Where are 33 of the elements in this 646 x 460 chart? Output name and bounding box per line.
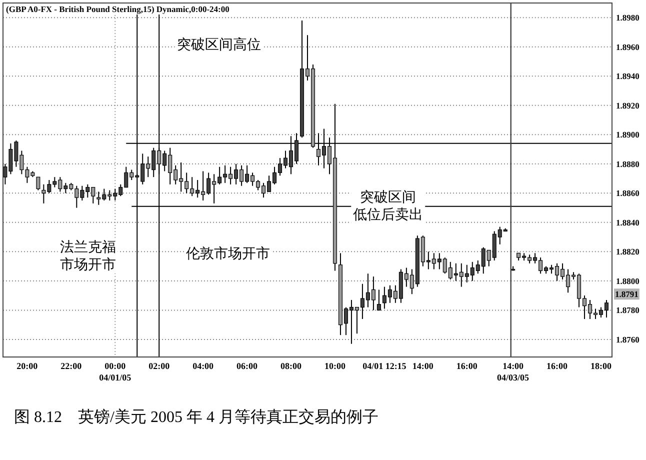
x-tick-label: 18:00 <box>590 361 612 371</box>
x-tick-label: 06:00 <box>236 361 258 371</box>
annotation: 法兰克福市场开市 <box>60 238 116 272</box>
x-tick-label: 14:00 04/03/05 <box>497 361 530 382</box>
x-tick-label: 10:00 <box>324 361 346 371</box>
chart-subtitle: (GBP A0-FX - British Pound Sterling,15) Dynamic,0:00-24:00 <box>6 4 230 14</box>
x-tick-label: 16:00 <box>456 361 478 371</box>
y-tick-label: 1.8900 <box>616 130 640 140</box>
y-tick-label: 1.8980 <box>616 12 640 23</box>
x-tick-label: 16:00 <box>546 361 568 371</box>
annotation: 伦敦市场开市 <box>186 245 270 262</box>
annotation: 突破区间低位后卖出 <box>353 189 424 223</box>
y-tick-label: 1.8960 <box>616 42 640 52</box>
x-tick-label: 14:00 <box>412 361 434 371</box>
y-tick-label: 1.8860 <box>616 188 640 198</box>
x-tick-label: 20:00 <box>16 361 38 371</box>
x-tick-label: 04:00 <box>192 361 214 371</box>
annotation: 突破区间高位 <box>176 36 261 53</box>
annotation: 1.8791 <box>615 289 638 300</box>
y-tick-label: 1.8780 <box>616 305 640 316</box>
x-tick-label: 04/01 12:15 <box>362 361 407 371</box>
x-tick-label: 00:00 04/01/05 <box>99 361 132 382</box>
x-tick-label: 08:00 <box>280 361 302 371</box>
y-tick-label: 1.8760 <box>616 334 640 344</box>
y-tick-label: 1.8880 <box>616 158 640 169</box>
x-tick-label: 22:00 <box>60 361 82 371</box>
y-tick-label: 1.8800 <box>616 276 640 286</box>
y-tick-label: 1.8840 <box>616 217 640 228</box>
y-tick-label: 1.8820 <box>616 246 640 257</box>
y-tick-label: 1.8940 <box>616 71 640 82</box>
x-tick-label: 02:00 <box>148 361 170 371</box>
text: 图 8.12 英镑/美元 2005 年 4 月等待真正交易的例子 <box>14 408 378 426</box>
y-tick-label: 1.8920 <box>616 100 640 110</box>
